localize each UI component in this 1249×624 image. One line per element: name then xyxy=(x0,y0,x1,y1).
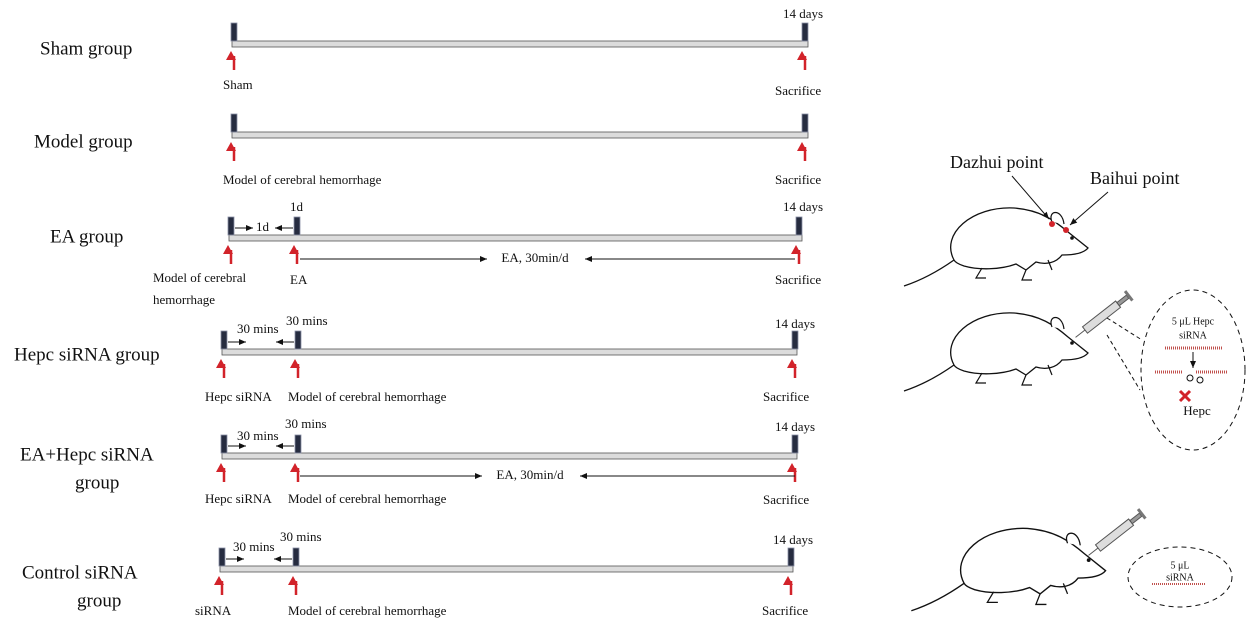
timeline-bar xyxy=(221,348,798,356)
scissors xyxy=(1196,376,1204,384)
time-label: 1d xyxy=(290,199,304,214)
event-label: Sacrifice xyxy=(775,272,821,287)
timeline-bar xyxy=(231,40,809,48)
group-label: group xyxy=(75,472,119,493)
syringe xyxy=(1075,290,1134,338)
callout-line xyxy=(1106,334,1141,391)
time-label: 30 mins xyxy=(286,313,328,328)
acupoint-dot xyxy=(1049,221,1055,227)
event-label: Hepc siRNA xyxy=(205,491,272,506)
time-marker xyxy=(791,434,799,454)
time-label: 14 days xyxy=(773,532,813,547)
event-label: Sacrifice xyxy=(763,492,809,507)
group-label: Sham group xyxy=(40,38,132,59)
event-label: Sham xyxy=(223,77,253,92)
knockdown-cross xyxy=(1178,389,1192,403)
span-label: EA, 30min/d xyxy=(496,467,564,482)
event-label: Model of cerebral hemorrhage xyxy=(288,389,447,404)
timeline-bar xyxy=(231,131,809,139)
time-marker xyxy=(294,330,302,350)
interval-label: 30 mins xyxy=(233,539,275,554)
timeline-bar xyxy=(221,452,798,460)
time-marker xyxy=(787,547,795,567)
callout-line xyxy=(1106,317,1143,341)
mouse xyxy=(903,312,1089,392)
time-marker xyxy=(293,216,301,236)
mouse xyxy=(910,527,1107,612)
time-marker xyxy=(220,434,228,454)
group-label: EA+Hepc siRNA xyxy=(20,444,154,465)
event-label: Model of cerebral hemorrhage xyxy=(288,603,447,618)
event-label: Hepc siRNA xyxy=(205,389,272,404)
time-label: 14 days xyxy=(783,199,823,214)
time-label: 14 days xyxy=(783,6,823,21)
group-label: EA group xyxy=(50,226,123,247)
detail-callout xyxy=(1127,546,1233,608)
event-label: Model of cerebral hemorrhage xyxy=(223,172,382,187)
pointer-arrow xyxy=(1069,191,1109,226)
group-label: Model group xyxy=(34,131,133,152)
time-marker xyxy=(801,113,809,133)
time-label: 14 days xyxy=(775,316,815,331)
timeline-bar xyxy=(219,565,794,573)
event-label: hemorrhage xyxy=(153,292,215,307)
injection-label: 5 μL xyxy=(1171,560,1190,571)
event-label: Sacrifice xyxy=(775,83,821,98)
injection-label: siRNA xyxy=(1179,330,1208,341)
target-label: Hepc xyxy=(1183,403,1211,418)
event-label: Sacrifice xyxy=(762,603,808,618)
mouse xyxy=(903,207,1089,287)
timelines: Sham group 14 days Sham Sacrifice Model grou… xyxy=(14,6,823,618)
time-marker xyxy=(218,547,226,567)
group-label: Hepc siRNA group xyxy=(14,344,160,365)
event-label: siRNA xyxy=(195,603,232,618)
event-label: Sacrifice xyxy=(763,389,809,404)
time-marker xyxy=(220,330,228,350)
time-marker xyxy=(795,216,803,236)
acupoint-dot xyxy=(1063,227,1069,233)
event-label: EA xyxy=(290,272,308,287)
injection-label: 5 μL Hepc xyxy=(1172,316,1215,327)
time-marker xyxy=(227,216,235,236)
timeline-bar xyxy=(228,234,803,242)
time-label: 14 days xyxy=(775,419,815,434)
group-label: Control siRNA xyxy=(22,562,138,583)
interval-label: 30 mins xyxy=(237,321,279,336)
scissors xyxy=(1186,374,1194,382)
injection-label: siRNA xyxy=(1166,572,1195,583)
event-label: Model of cerebral hemorrhage xyxy=(288,491,447,506)
detail-callout xyxy=(1140,289,1246,451)
acupoint-label: Baihui point xyxy=(1090,168,1180,188)
pointer-arrow xyxy=(1011,175,1050,220)
time-marker xyxy=(791,330,799,350)
interval-label: 30 mins xyxy=(237,428,279,443)
event-label: Sacrifice xyxy=(775,172,821,187)
time-label: 30 mins xyxy=(280,529,322,544)
syringe xyxy=(1088,508,1147,556)
interval-label: 1d xyxy=(256,219,270,234)
time-marker xyxy=(294,434,302,454)
event-label: Model of cerebral xyxy=(153,270,247,285)
group-label: group xyxy=(77,590,121,611)
time-marker xyxy=(230,113,238,133)
time-label: 30 mins xyxy=(285,416,327,431)
time-marker xyxy=(801,22,809,42)
time-marker xyxy=(230,22,238,42)
acupoint-label: Dazhui point xyxy=(950,152,1043,172)
span-label: EA, 30min/d xyxy=(501,250,569,265)
time-marker xyxy=(292,547,300,567)
